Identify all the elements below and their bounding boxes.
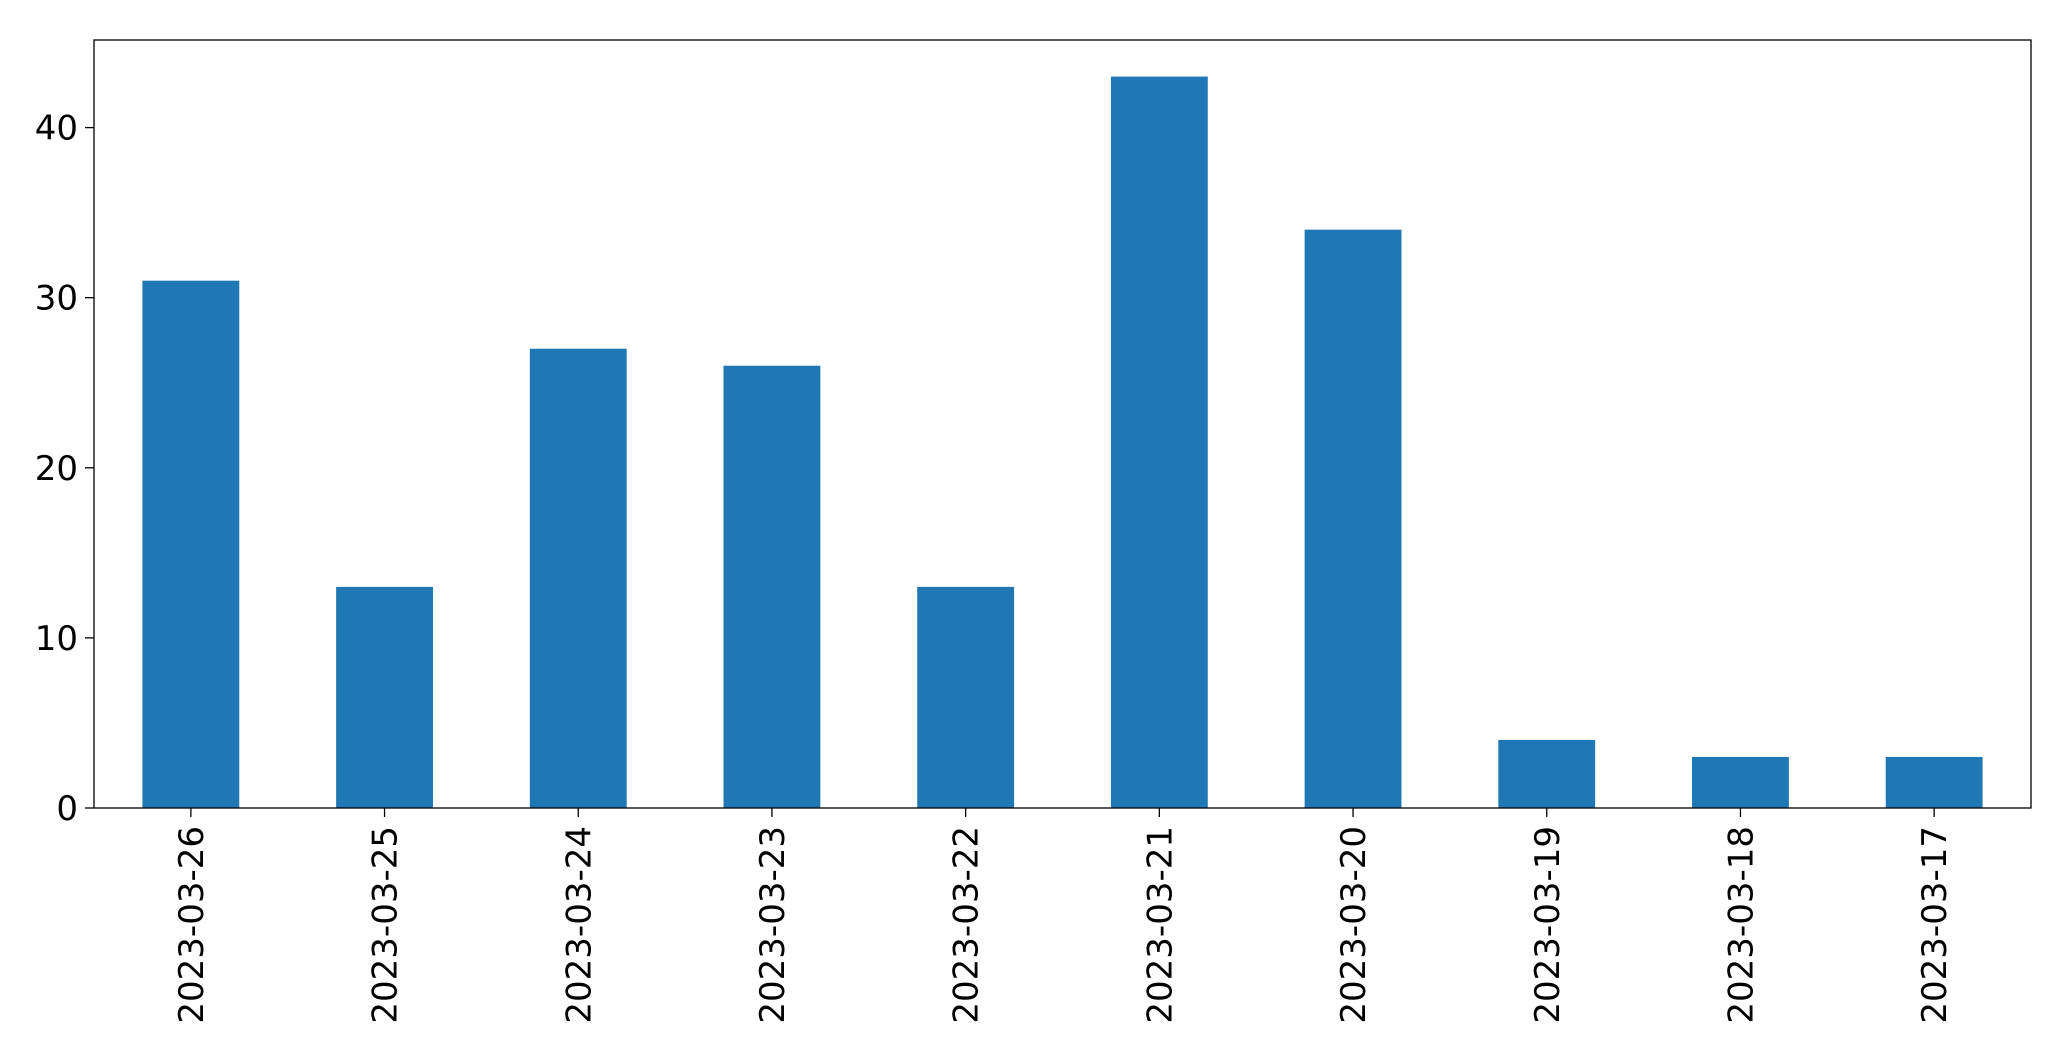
bar bbox=[1692, 756, 1789, 808]
y-tick-label: 0 bbox=[56, 789, 78, 829]
bar bbox=[1304, 229, 1402, 808]
plot-frame bbox=[93, 39, 2032, 809]
x-tick-label: 2023-03-17 bbox=[1915, 826, 1955, 1024]
bar bbox=[336, 586, 433, 808]
x-tick-label: 2023-03-19 bbox=[1528, 826, 1568, 1024]
bar bbox=[142, 280, 240, 808]
x-tick-label: 2023-03-22 bbox=[947, 826, 987, 1024]
x-tick-label: 2023-03-24 bbox=[559, 826, 599, 1024]
bar bbox=[917, 586, 1015, 808]
y-tick-label: 40 bbox=[35, 109, 78, 149]
bar bbox=[1885, 756, 1983, 808]
y-tick-label: 20 bbox=[35, 449, 78, 489]
x-tick-label: 2023-03-21 bbox=[1140, 826, 1180, 1024]
bar bbox=[1498, 739, 1596, 808]
bar bbox=[529, 348, 627, 808]
y-tick-label: 10 bbox=[35, 619, 78, 659]
x-tick-label: 2023-03-25 bbox=[366, 826, 406, 1024]
bar bbox=[723, 365, 821, 808]
x-tick-label: 2023-03-23 bbox=[753, 826, 793, 1024]
x-tick-label: 2023-03-26 bbox=[172, 826, 212, 1024]
y-tick-label: 30 bbox=[35, 279, 78, 319]
x-tick-label: 2023-03-20 bbox=[1334, 826, 1374, 1024]
x-tick-label: 2023-03-18 bbox=[1721, 826, 1761, 1024]
bar bbox=[1110, 76, 1208, 809]
